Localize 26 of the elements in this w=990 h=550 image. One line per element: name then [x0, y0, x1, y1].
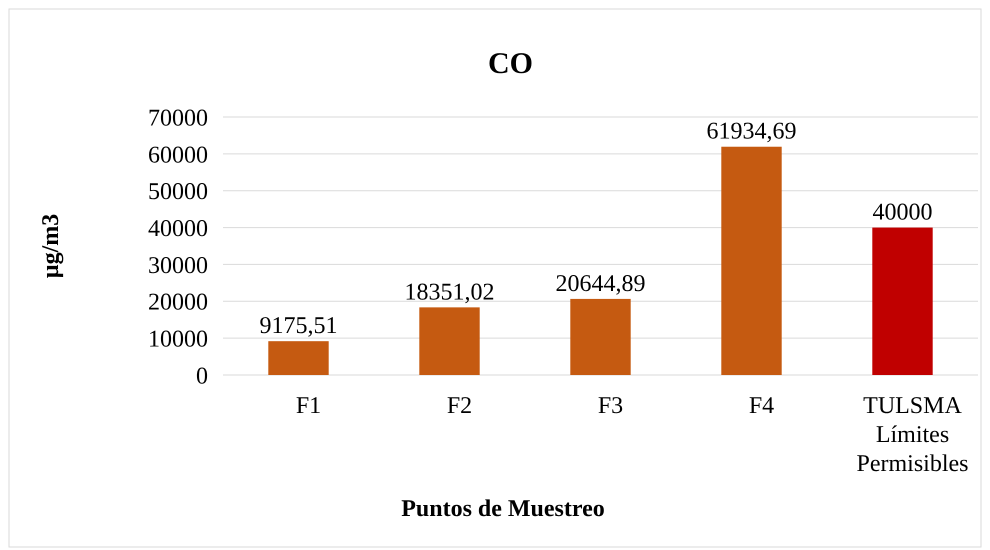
y-tick-label: 40000 [148, 216, 208, 242]
x-tick-label: F2 [446, 393, 472, 419]
bar [268, 341, 329, 375]
data-label: 18351,02 [404, 279, 494, 306]
data-label: 40000 [872, 200, 932, 226]
y-tick-label: 70000 [148, 105, 208, 132]
y-tick-label: 50000 [148, 179, 208, 206]
bar [570, 298, 631, 375]
x-tick-label: TULSMA Límites Permisibles [856, 393, 968, 477]
x-tick-label: F4 [748, 393, 774, 419]
y-tick-label: 10000 [148, 326, 208, 353]
y-tick-label: 30000 [148, 252, 208, 279]
y-tick-label: 60000 [148, 142, 208, 168]
y-tick-label: 20000 [148, 290, 208, 316]
y-axis-title: µg/m3 [38, 214, 64, 278]
x-axis-title: Puntos de Muestreo [401, 496, 605, 522]
data-label: 20644,89 [556, 270, 646, 297]
chart-title: CO [488, 47, 533, 80]
x-tick-label: F3 [598, 393, 624, 419]
bar [721, 146, 782, 375]
bar [419, 307, 480, 375]
bar [872, 228, 933, 375]
y-tick-label: 0 [196, 363, 208, 390]
x-tick-label: F1 [296, 393, 322, 419]
data-label: 9175,51 [260, 313, 338, 340]
data-label: 61934,69 [706, 118, 796, 145]
